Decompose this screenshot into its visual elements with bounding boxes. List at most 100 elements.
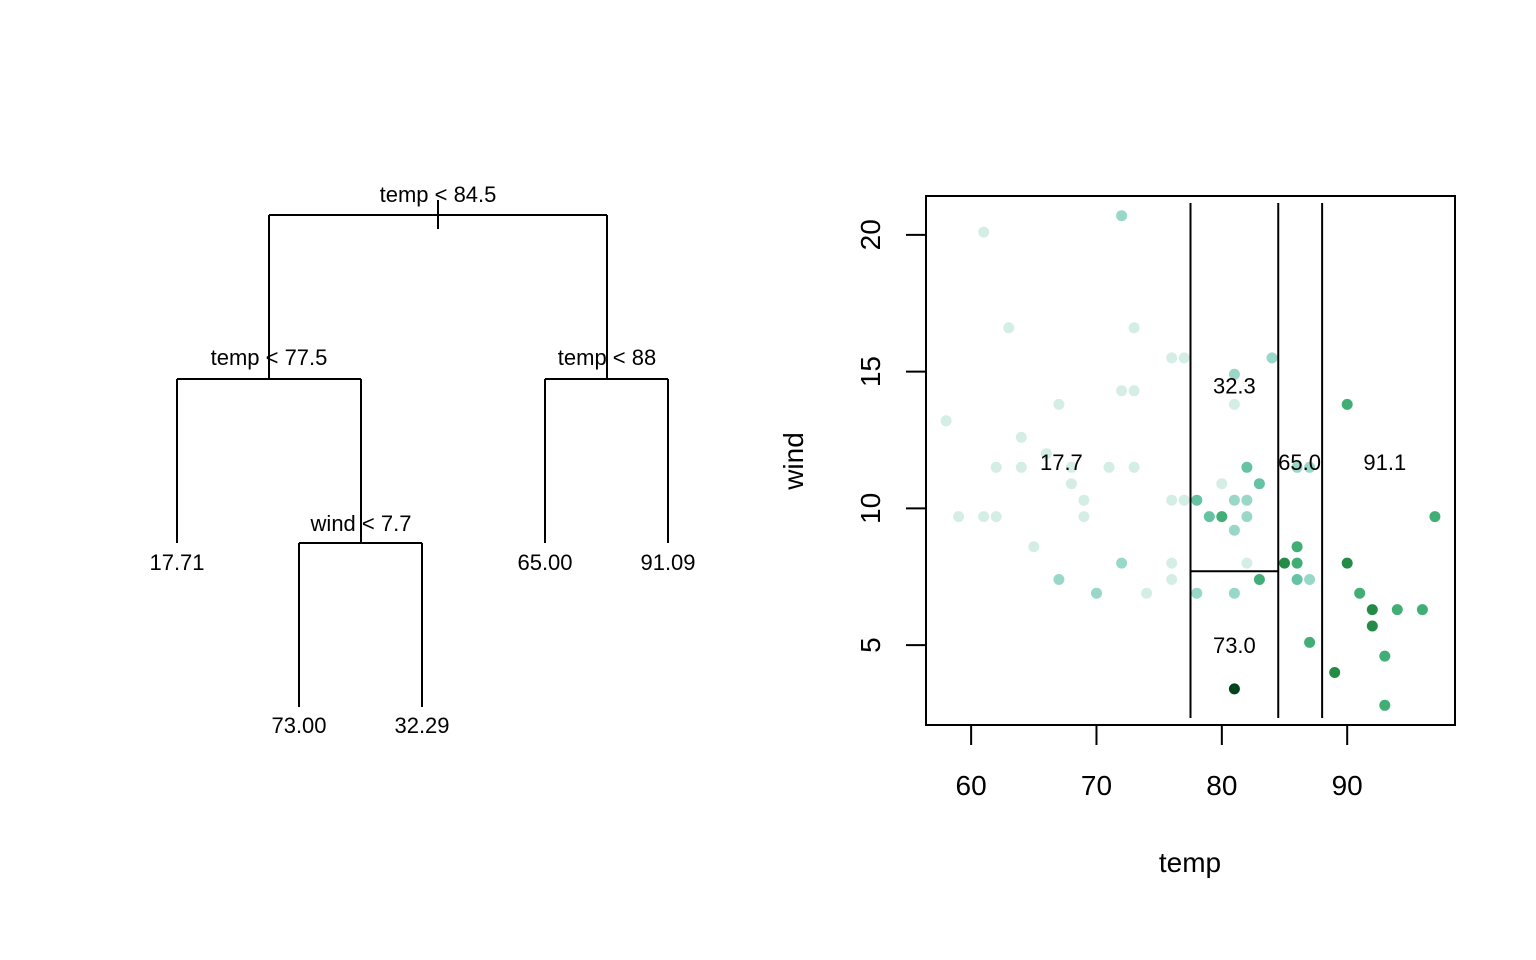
scatter-point	[1253, 574, 1265, 585]
scatter-point	[1003, 322, 1015, 334]
scatter-point	[1241, 494, 1253, 506]
scatter-point	[1116, 557, 1128, 569]
scatter-point	[1253, 478, 1265, 490]
scatter-points	[940, 210, 1441, 711]
scatter-point	[990, 511, 1002, 523]
scatter-point	[1379, 699, 1391, 711]
scatter-point	[1078, 511, 1090, 523]
scatter-point	[1291, 574, 1303, 585]
scatter-point	[1166, 557, 1178, 569]
scatter-point	[1379, 650, 1391, 662]
scatter-point	[1329, 667, 1341, 678]
x-tick-label: 80	[1206, 770, 1237, 801]
scatter-point	[953, 511, 965, 523]
scatter-point	[1304, 461, 1316, 473]
scatter-point	[1341, 398, 1353, 410]
scatter-point	[1341, 557, 1353, 569]
scatter-point	[1178, 494, 1190, 506]
scatter-point	[1166, 494, 1178, 506]
scatter-point	[1241, 557, 1253, 569]
scatter-point	[1241, 461, 1253, 473]
scatter-point	[1141, 587, 1153, 599]
scatter-point	[1266, 352, 1278, 364]
scatter-point	[1228, 524, 1240, 536]
scatter-point	[1391, 604, 1403, 616]
scatter-point	[1078, 494, 1090, 506]
y-axis-title: wind	[778, 432, 809, 491]
scatter-point	[1065, 461, 1077, 473]
scatter-point	[1116, 210, 1128, 222]
scatter-point	[1166, 574, 1178, 585]
scatter-point	[990, 461, 1002, 473]
scatter-point	[1228, 368, 1240, 380]
scatter-point	[1291, 557, 1303, 569]
x-tick-label: 60	[956, 770, 987, 801]
region-labels: 17.7 32.3 73.0 65.0 91.1	[1040, 373, 1406, 658]
tree-split-label-right: temp < 88	[558, 345, 656, 370]
scatter-point	[1191, 587, 1203, 599]
region-label: 17.7	[1040, 450, 1083, 475]
scatter-point	[1015, 461, 1027, 473]
x-axis-title: temp	[1159, 847, 1221, 878]
scatter-point	[1015, 431, 1027, 443]
scatter-point	[1053, 398, 1065, 410]
scatter-point	[1228, 398, 1240, 410]
scatter-point	[1128, 385, 1140, 397]
partition-lines	[1189, 203, 1324, 718]
scatter-point	[1291, 541, 1303, 553]
scatter-point	[1040, 448, 1052, 460]
scatter-point	[1203, 511, 1215, 523]
scatter-point	[1191, 494, 1203, 506]
tree-leaf-label: 91.09	[640, 550, 695, 575]
tree-leaf-label: 65.00	[517, 550, 572, 575]
scatter-point	[940, 415, 952, 427]
scatter-point	[1216, 511, 1228, 523]
scatter-point	[978, 511, 990, 523]
scatter-point	[1291, 461, 1303, 473]
scatter-point	[1429, 511, 1441, 523]
scatter-point	[1091, 587, 1102, 599]
y-axis: 5 10 15 20	[855, 219, 927, 653]
scatter-point	[1128, 461, 1140, 473]
tree-split-label-root: temp < 84.5	[380, 182, 497, 207]
scatter-point	[1065, 478, 1077, 490]
tree-split-label-wind: wind < 7.7	[310, 511, 412, 536]
y-tick-label: 5	[855, 637, 886, 653]
region-label: 73.0	[1213, 633, 1256, 658]
scatter-point	[1128, 322, 1140, 334]
x-tick-label: 70	[1081, 770, 1112, 801]
scatter-point	[1279, 557, 1290, 569]
region-label: 65.0	[1278, 450, 1321, 475]
scatter-point	[1241, 511, 1253, 523]
scatter-point	[1178, 352, 1190, 364]
scatter-point	[1216, 478, 1228, 490]
scatter-point	[1416, 604, 1428, 616]
tree-leaf-label: 17.71	[149, 550, 204, 575]
scatter-point	[1354, 587, 1366, 599]
scatter-point	[1116, 385, 1128, 397]
scatter-point	[1228, 683, 1240, 695]
scatter-point	[1028, 541, 1040, 553]
scatter-point	[1366, 620, 1378, 632]
region-label: 32.3	[1213, 373, 1256, 398]
y-tick-label: 20	[855, 219, 886, 250]
scatter-point	[978, 226, 990, 238]
scatter-point	[1228, 494, 1240, 506]
tree-panel: temp < 84.5 temp < 77.5 temp < 88 wind <…	[149, 182, 695, 738]
scatter-point	[1228, 587, 1240, 599]
scatter-point	[1053, 574, 1065, 585]
scatter-point	[1304, 636, 1316, 648]
scatter-point	[1103, 461, 1115, 473]
tree-split-label-left: temp < 77.5	[211, 345, 328, 370]
scatter-point	[1166, 352, 1178, 364]
y-tick-label: 10	[855, 493, 886, 524]
x-tick-label: 90	[1332, 770, 1363, 801]
y-tick-label: 15	[855, 356, 886, 387]
x-axis: 60 70 80 90	[956, 724, 1363, 801]
region-label: 91.1	[1363, 450, 1406, 475]
tree-leaf-label: 32.29	[394, 713, 449, 738]
scatter-point	[1366, 604, 1378, 616]
tree-leaf-label: 73.00	[271, 713, 326, 738]
scatter-point	[1304, 574, 1316, 585]
